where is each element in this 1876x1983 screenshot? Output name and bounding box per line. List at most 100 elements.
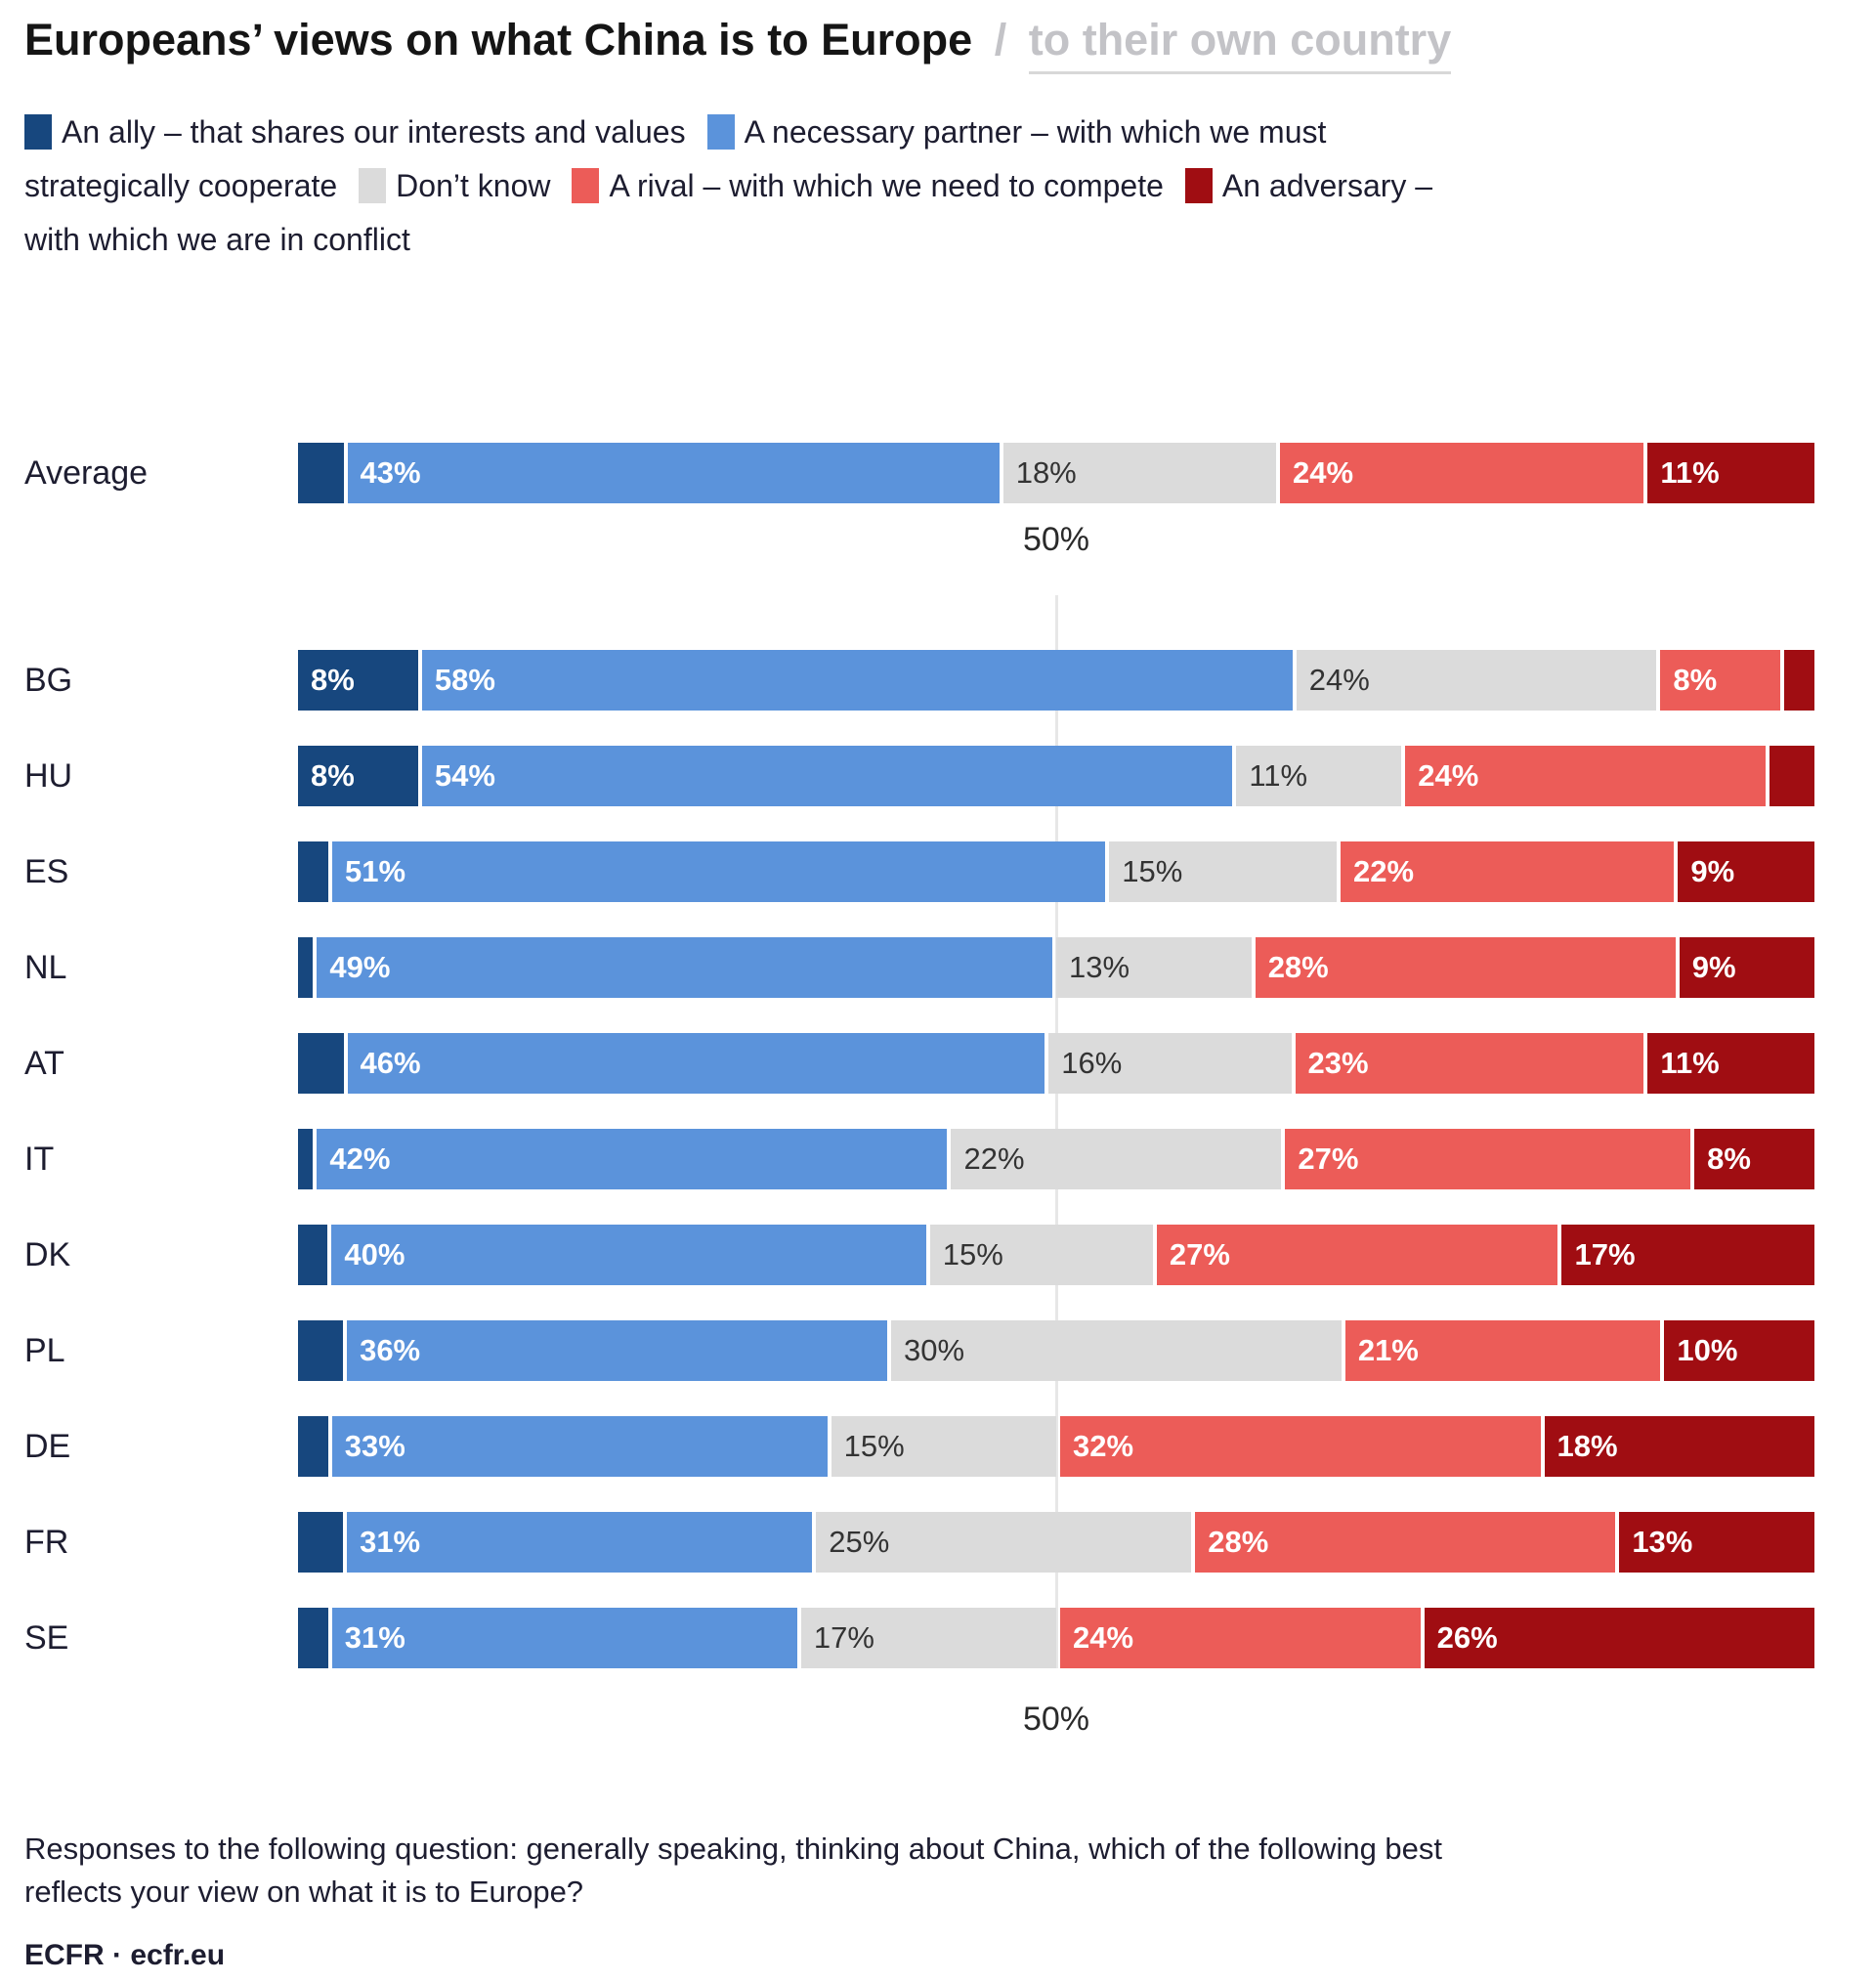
stacked-bar-fr: 31% 25% 28% 13% (298, 1512, 1814, 1573)
category-label-dk: DK (24, 1235, 71, 1273)
segment-value-label: 11% (1660, 1046, 1720, 1081)
legend-swatch-rival (572, 168, 600, 204)
segment-dont_know: 16% (1048, 1033, 1292, 1095)
category-label-average: Average (24, 453, 149, 492)
segment-value-label: 11% (1249, 758, 1308, 794)
segment-necessary_partner: 46% (347, 1033, 1045, 1095)
segment-value-label: 28% (1208, 1525, 1269, 1560)
legend-item-adversary: An adversary – with which we are in conf… (24, 168, 1432, 257)
segment-rival: 24% (1060, 1608, 1421, 1669)
segment-necessary_partner: 51% (332, 841, 1106, 903)
segment-necessary_partner: 31% (331, 1608, 797, 1669)
segment-ally (298, 1320, 344, 1382)
bar-row-bg: BG 8% 58% 24% 8% (24, 650, 1814, 711)
segment-rival: 22% (1341, 841, 1675, 903)
segment-rival: 27% (1156, 1225, 1558, 1286)
stacked-bar-hu: 8% 54% 11% 24% (298, 746, 1814, 807)
segment-value-label: 27% (1169, 1237, 1230, 1272)
segment-adversary: 17% (1561, 1225, 1814, 1286)
stacked-bar-pl: 36% 30% 21% 10% (298, 1320, 1814, 1382)
segment-dont_know: 11% (1236, 746, 1402, 807)
segment-necessary_partner: 49% (317, 937, 1052, 999)
segment-value-label: 9% (1691, 950, 1736, 985)
segment-necessary_partner: 42% (317, 1129, 948, 1190)
segment-necessary_partner: 54% (421, 746, 1233, 807)
segment-value-label: 43% (360, 455, 421, 491)
segment-rival: 24% (1405, 746, 1766, 807)
segment-ally (298, 841, 329, 903)
segment-dont_know: 30% (891, 1320, 1342, 1382)
segment-value-label: 31% (344, 1620, 405, 1656)
segment-dont_know: 15% (929, 1225, 1153, 1286)
segment-value-label: 17% (1574, 1237, 1636, 1272)
footnote-question: Responses to the following question: gen… (24, 1832, 1443, 1910)
average-row-container: Average 43% 18% 24% 11% (24, 443, 1814, 504)
segment-value-label: 54% (434, 758, 495, 794)
legend-item-rival: A rival – with which we need to compete (554, 168, 1164, 204)
segment-value-label: 18% (1015, 455, 1077, 491)
segment-rival: 28% (1195, 1512, 1616, 1573)
segment-ally (298, 1608, 328, 1669)
segment-value-label: 24% (1308, 663, 1370, 698)
axis-label-50-top: 50% (1022, 521, 1090, 559)
segment-value-label: 8% (1673, 663, 1718, 698)
segment-value-label: 9% (1690, 854, 1735, 889)
segment-value-label: 21% (1357, 1333, 1419, 1368)
chart-title-main: Europeans’ views on what China is to Eur… (24, 15, 973, 65)
stacked-bar-es: 51% 15% 22% 9% (298, 841, 1814, 903)
segment-value-label: 51% (345, 854, 406, 889)
segment-rival: 23% (1295, 1033, 1644, 1095)
category-label-fr: FR (24, 1523, 69, 1561)
legend-label-ally: An ally – that shares our interests and … (62, 114, 686, 150)
category-label-de: DE (24, 1427, 71, 1465)
segment-rival: 27% (1285, 1129, 1691, 1190)
category-label-bg: BG (24, 661, 73, 699)
legend-swatch-ally (24, 114, 52, 150)
legend-item-dont_know: Don’t know (341, 168, 550, 204)
segment-value-label: 18% (1556, 1429, 1618, 1464)
title-toggle-own-country[interactable]: to their own country (1028, 15, 1452, 74)
category-label-pl: PL (24, 1331, 65, 1369)
title-separator-slash: / (994, 15, 1007, 65)
segment-dont_know: 13% (1056, 937, 1252, 999)
segment-dont_know: 25% (816, 1512, 1192, 1573)
segment-ally (298, 1416, 328, 1478)
segment-ally (298, 1033, 344, 1095)
bar-row-fr: FR 31% 25% 28% 13% (24, 1512, 1814, 1573)
segment-ally: 8% (298, 650, 418, 711)
legend: An ally – that shares our interests and … (24, 106, 1446, 267)
segment-value-label: 31% (360, 1525, 421, 1560)
segment-adversary: 26% (1424, 1608, 1814, 1669)
segment-value-label: 17% (813, 1620, 874, 1656)
axis-label-50-bottom: 50% (1022, 1701, 1090, 1739)
legend-swatch-adversary (1184, 168, 1213, 204)
stacked-bar-chart: Average 43% 18% 24% 11% 50% BG 8% 58% 24% 8% HU 8%… (24, 443, 1815, 1742)
segment-value-label: 13% (1632, 1525, 1693, 1560)
segment-adversary: 9% (1679, 937, 1814, 999)
segment-value-label: 22% (1353, 854, 1415, 889)
stacked-bar-bg: 8% 58% 24% 8% (298, 650, 1814, 711)
segment-adversary: 10% (1664, 1320, 1814, 1382)
segment-value-label: 23% (1307, 1046, 1369, 1081)
segment-rival: 32% (1060, 1416, 1541, 1478)
segment-necessary_partner: 43% (347, 443, 1000, 504)
segment-value-label: 49% (329, 950, 391, 985)
segment-value-label: 28% (1267, 950, 1329, 985)
segment-value-label: 15% (1122, 854, 1183, 889)
segment-value-label: 24% (1292, 455, 1354, 491)
bar-row-es: ES 51% 15% 22% 9% (24, 841, 1814, 903)
segment-value-label: 15% (843, 1429, 905, 1464)
segment-ally (298, 443, 344, 504)
stacked-bar-nl: 49% 13% 28% 9% (298, 937, 1814, 999)
segment-value-label: 24% (1418, 758, 1479, 794)
segment-dont_know: 18% (1002, 443, 1276, 504)
segment-value-label: 8% (1707, 1142, 1751, 1177)
segment-value-label: 42% (329, 1142, 391, 1177)
segment-adversary (1784, 650, 1814, 711)
legend-label-adversary: An adversary – with which we are in conf… (24, 168, 1433, 258)
segment-value-label: 8% (311, 663, 355, 698)
segment-value-label: 58% (434, 663, 495, 698)
bar-row-at: AT 46% 16% 23% 11% (24, 1033, 1815, 1095)
segment-adversary: 11% (1647, 443, 1814, 504)
segment-adversary: 9% (1678, 841, 1814, 903)
